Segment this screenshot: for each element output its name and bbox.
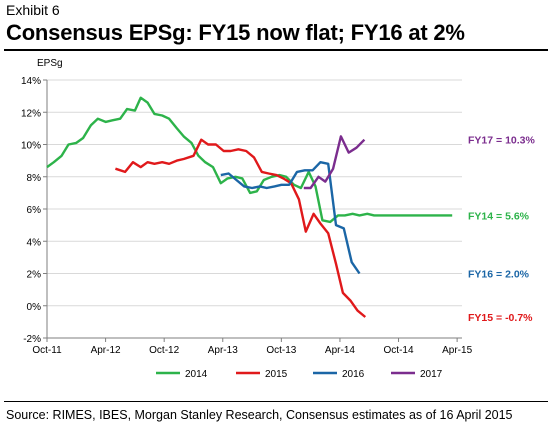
y-tick-label: 2% — [27, 270, 42, 281]
x-tick-label: Oct-14 — [384, 345, 414, 356]
legend-label-2015: 2015 — [265, 369, 288, 380]
title-divider — [4, 49, 548, 51]
legend-label-2014: 2014 — [185, 369, 208, 380]
y-tick-label: 14% — [21, 76, 41, 87]
x-tick-label: Apr-12 — [91, 345, 121, 356]
x-tick-label: Oct-13 — [266, 345, 296, 356]
y-tick-label: 12% — [21, 108, 41, 119]
series-line-2016 — [220, 161, 361, 275]
legend-label-2016: 2016 — [342, 369, 365, 380]
exhibit-label: Exhibit 6 — [6, 2, 60, 18]
x-tick-label: Apr-13 — [208, 345, 238, 356]
chart-title: Consensus EPSg: FY15 now flat; FY16 at 2… — [6, 20, 465, 45]
x-tick-label: Apr-15 — [442, 345, 472, 356]
x-tick-label: Oct-11 — [32, 345, 62, 356]
series-line-2014 — [46, 96, 453, 224]
y-tick-label: 6% — [27, 205, 42, 216]
series-end-label-2015: FY15 = -0.7% — [468, 312, 533, 324]
y-tick-label: 4% — [27, 237, 42, 248]
y-axis-label: EPSg — [37, 58, 63, 69]
x-tick-label: Oct-12 — [149, 345, 179, 356]
y-tick-label: 0% — [27, 302, 42, 313]
series-end-label-2016: FY16 = 2.0% — [468, 269, 530, 281]
y-tick-label: 8% — [27, 173, 42, 184]
eps-growth-chart: -2% 0% 2% 4% 6% 8% 10% 12% 14% EPSg Oct-11 Apr-12 Oc… — [21, 58, 536, 380]
series-line-2017 — [303, 135, 366, 190]
y-tick-label: -2% — [23, 334, 41, 345]
legend-label-2017: 2017 — [420, 369, 443, 380]
series-end-label-2014: FY14 = 5.6% — [468, 210, 530, 222]
x-tick-label: Apr-14 — [325, 345, 355, 356]
series-end-label-2017: FY17 = 10.3% — [468, 135, 535, 147]
footer-divider — [4, 401, 548, 402]
series-line-2015 — [115, 138, 367, 318]
y-tick-label: 10% — [21, 141, 41, 152]
source-note: Source: RIMES, IBES, Morgan Stanley Rese… — [6, 408, 513, 422]
